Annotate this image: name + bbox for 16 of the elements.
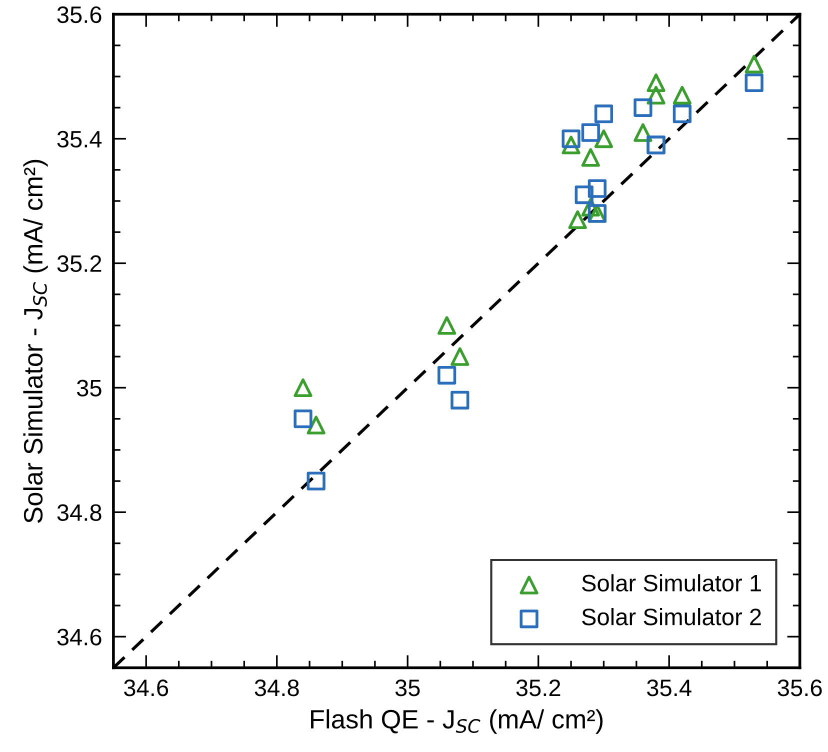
- y-axis-title: Solar Simulator - J$_{SC}$ (mA/ cm²): [23, 160, 48, 523]
- y-tick-label: 35.4: [57, 130, 102, 148]
- x-tick-label: 35.4: [647, 680, 692, 696]
- x-tick-label: 34.8: [254, 680, 299, 696]
- y-tick-label: 35.2: [57, 255, 102, 272]
- y-tick-label: 35: [76, 380, 102, 396]
- y-tick-label: 35.6: [57, 6, 102, 24]
- legend-label: Solar Simulator 1: [582, 574, 761, 592]
- x-tick-label: 35.2: [516, 680, 560, 696]
- legend-label: Solar Simulator 2: [582, 608, 761, 626]
- x-tick-label: 35.6: [778, 680, 822, 696]
- y-tick-label: 34.8: [57, 504, 102, 521]
- x-axis-title: Flash QE - J$_{SC}$ (mA/ cm²): [311, 709, 603, 734]
- x-tick-label: 34.6: [124, 680, 168, 696]
- x-tick-label: 35: [395, 680, 420, 696]
- y-tick-label: 34.6: [57, 628, 102, 646]
